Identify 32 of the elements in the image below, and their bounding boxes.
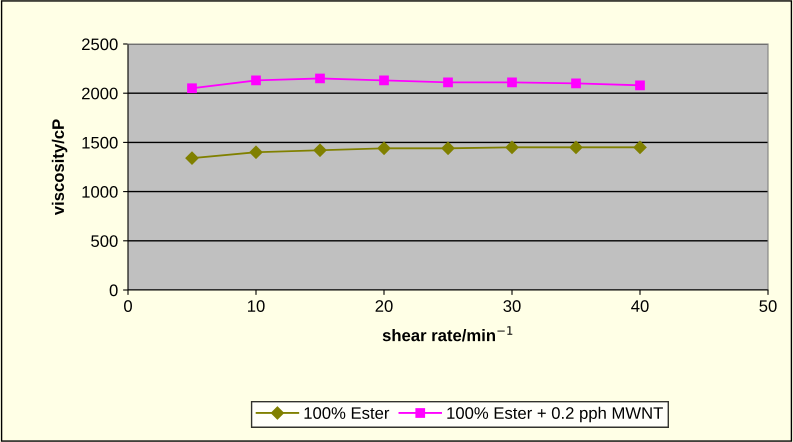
point [635, 80, 645, 90]
y-tick-label: 2500 [82, 38, 118, 50]
point [251, 76, 261, 86]
y-tick-label: 500 [91, 235, 118, 248]
x-tick-label: 0 [124, 300, 132, 312]
y-tick-label: 1500 [82, 136, 118, 149]
point [313, 144, 327, 157]
point [187, 83, 197, 94]
y-axis-title: viscosity/cP [52, 119, 68, 216]
x-tick-label: 20 [376, 300, 393, 312]
point [633, 140, 647, 154]
point [443, 78, 453, 88]
x-tick-label: 30 [503, 300, 521, 312]
point [507, 78, 517, 88]
legend-label: 100% Ester [304, 407, 390, 419]
point [441, 142, 455, 155]
x-axis-title: shear rate/min$^{−1}$ [382, 326, 512, 342]
legend-label: 100% Ester + 0.2 pph MWNT [447, 406, 663, 422]
point [377, 142, 391, 155]
point [505, 140, 519, 154]
point [379, 76, 389, 86]
x-tick-label: 40 [631, 300, 649, 312]
point [185, 152, 199, 165]
y-tick-label: 2000 [82, 88, 118, 100]
x-tick-label: 50 [759, 300, 777, 312]
point [249, 146, 263, 159]
y-tick-label: 1000 [82, 186, 118, 198]
x-tick-label: 10 [248, 300, 265, 312]
point [569, 140, 583, 154]
y-tick-label: 0 [110, 284, 118, 296]
point [571, 78, 581, 88]
point [315, 74, 325, 84]
